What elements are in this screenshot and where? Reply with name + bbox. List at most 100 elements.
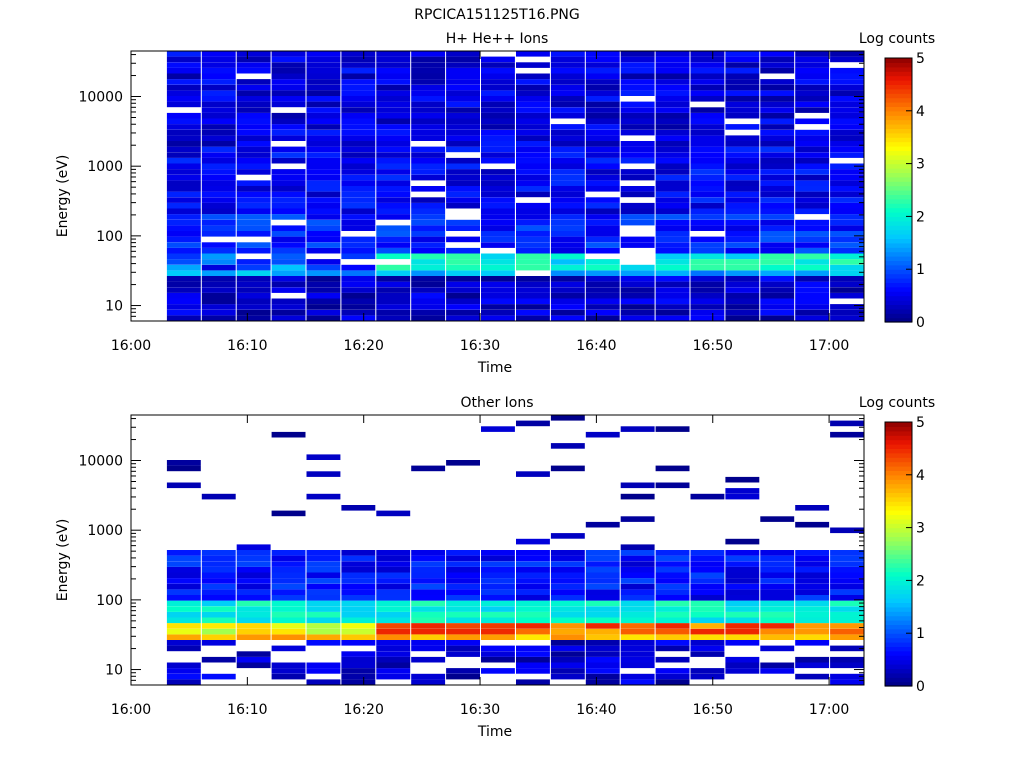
heatmap-cell: [830, 141, 864, 147]
heatmap-cell: [585, 208, 620, 215]
heatmap-cell: [795, 578, 830, 584]
heatmap-cell: [655, 56, 690, 63]
colorbar-label: Log counts: [859, 31, 935, 47]
heatmap-cell: [376, 668, 411, 674]
heatmap-cell: [795, 566, 830, 573]
heatmap-cell: [725, 668, 760, 674]
heatmap-cell: [306, 135, 341, 141]
heatmap-cell: [690, 90, 725, 96]
heatmap-cell: [690, 550, 725, 556]
heatmap-cell: [376, 163, 411, 170]
heatmap-cell: [236, 634, 271, 640]
heatmap-cell: [550, 135, 585, 141]
heatmap-cell: [306, 640, 341, 646]
heatmap-cell: [271, 550, 306, 556]
heatmap-cell: [201, 656, 236, 663]
heatmap-cell: [760, 247, 795, 254]
panel-title: H+ He++ Ions: [446, 31, 549, 47]
heatmap-cell: [830, 315, 864, 321]
heatmap-cell: [620, 426, 655, 432]
heatmap-cell: [271, 84, 306, 91]
heatmap-cell: [620, 561, 655, 567]
heatmap-cell: [620, 169, 655, 175]
heatmap-cell: [341, 253, 376, 260]
heatmap-cell: [341, 202, 376, 209]
heatmap-cell: [376, 84, 411, 91]
heatmap-cell: [585, 264, 620, 271]
heatmap-cell: [516, 309, 550, 316]
heatmap-cell: [655, 298, 690, 305]
heatmap-cell: [830, 67, 864, 74]
colorbar-swatch: [885, 488, 912, 493]
heatmap-cell: [166, 482, 201, 489]
heatmap-cell: [620, 656, 655, 663]
heatmap-cell: [411, 163, 446, 170]
colorbar-swatch: [885, 598, 912, 603]
heatmap-cell: [166, 180, 201, 186]
heatmap-cell: [341, 169, 376, 175]
heatmap-cell: [830, 180, 864, 186]
heatmap-cell: [795, 242, 830, 248]
heatmap-cell: [585, 146, 620, 153]
heatmap-cell: [620, 595, 655, 601]
heatmap-cell: [201, 174, 236, 181]
heatmap-cell: [760, 135, 795, 141]
heatmap-cell: [236, 56, 271, 63]
heatmap-cell: [585, 550, 620, 556]
heatmap-cell: [690, 298, 725, 305]
heatmap-cell: [271, 583, 306, 590]
heatmap-cell: [795, 186, 830, 192]
heatmap-cell: [236, 118, 271, 125]
colorbar-swatch: [885, 97, 912, 103]
heatmap-cell: [446, 225, 480, 231]
heatmap-cell: [620, 623, 655, 629]
heatmap-cell: [550, 662, 585, 669]
heatmap-cell: [795, 219, 830, 226]
heatmap-cell: [550, 651, 585, 657]
heatmap-cell: [166, 208, 201, 215]
heatmap-cell: [725, 476, 760, 483]
heatmap-cell: [795, 169, 830, 175]
heatmap-cell: [725, 191, 760, 198]
heatmap-cell: [795, 51, 830, 57]
heatmap-cell: [725, 101, 760, 108]
heatmap-cell: [516, 163, 550, 170]
heatmap-cell: [446, 645, 480, 652]
heatmap-cell: [446, 118, 480, 125]
heatmap-cell: [236, 270, 271, 276]
heatmap-cell: [516, 157, 550, 164]
heatmap-cell: [166, 253, 201, 260]
heatmap-cell: [411, 169, 446, 175]
heatmap-cell: [376, 270, 411, 276]
heatmap-cell: [166, 572, 201, 579]
heatmap-cell: [795, 656, 830, 663]
heatmap-cell: [830, 566, 864, 573]
heatmap-cell: [585, 651, 620, 657]
heatmap-cell: [341, 555, 376, 562]
heatmap-cell: [201, 186, 236, 192]
panel-title: Other Ions: [460, 395, 533, 411]
heatmap-cell: [481, 281, 515, 288]
heatmap-cell: [550, 253, 585, 260]
heatmap-cell: [481, 566, 515, 573]
heatmap-cell: [690, 236, 725, 243]
colorbar-swatch: [885, 567, 912, 573]
heatmap-cell: [690, 62, 725, 68]
heatmap-cell: [341, 197, 376, 203]
heatmap-cell: [446, 202, 480, 209]
heatmap-cell: [201, 67, 236, 74]
plot-frame: [130, 50, 865, 322]
heatmap-cell: [620, 555, 655, 562]
heatmap-cell: [830, 219, 864, 226]
heatmap-cell: [830, 202, 864, 209]
heatmap-cell: [620, 118, 655, 125]
heatmap-cell: [411, 101, 446, 108]
heatmap-cell: [760, 152, 795, 158]
heatmap-cell: [201, 152, 236, 158]
heatmap-cell: [620, 578, 655, 584]
heatmap-cell: [516, 202, 550, 209]
heatmap-cell: [760, 561, 795, 567]
heatmap-cell: [481, 180, 515, 186]
heatmap-cell: [376, 287, 411, 293]
